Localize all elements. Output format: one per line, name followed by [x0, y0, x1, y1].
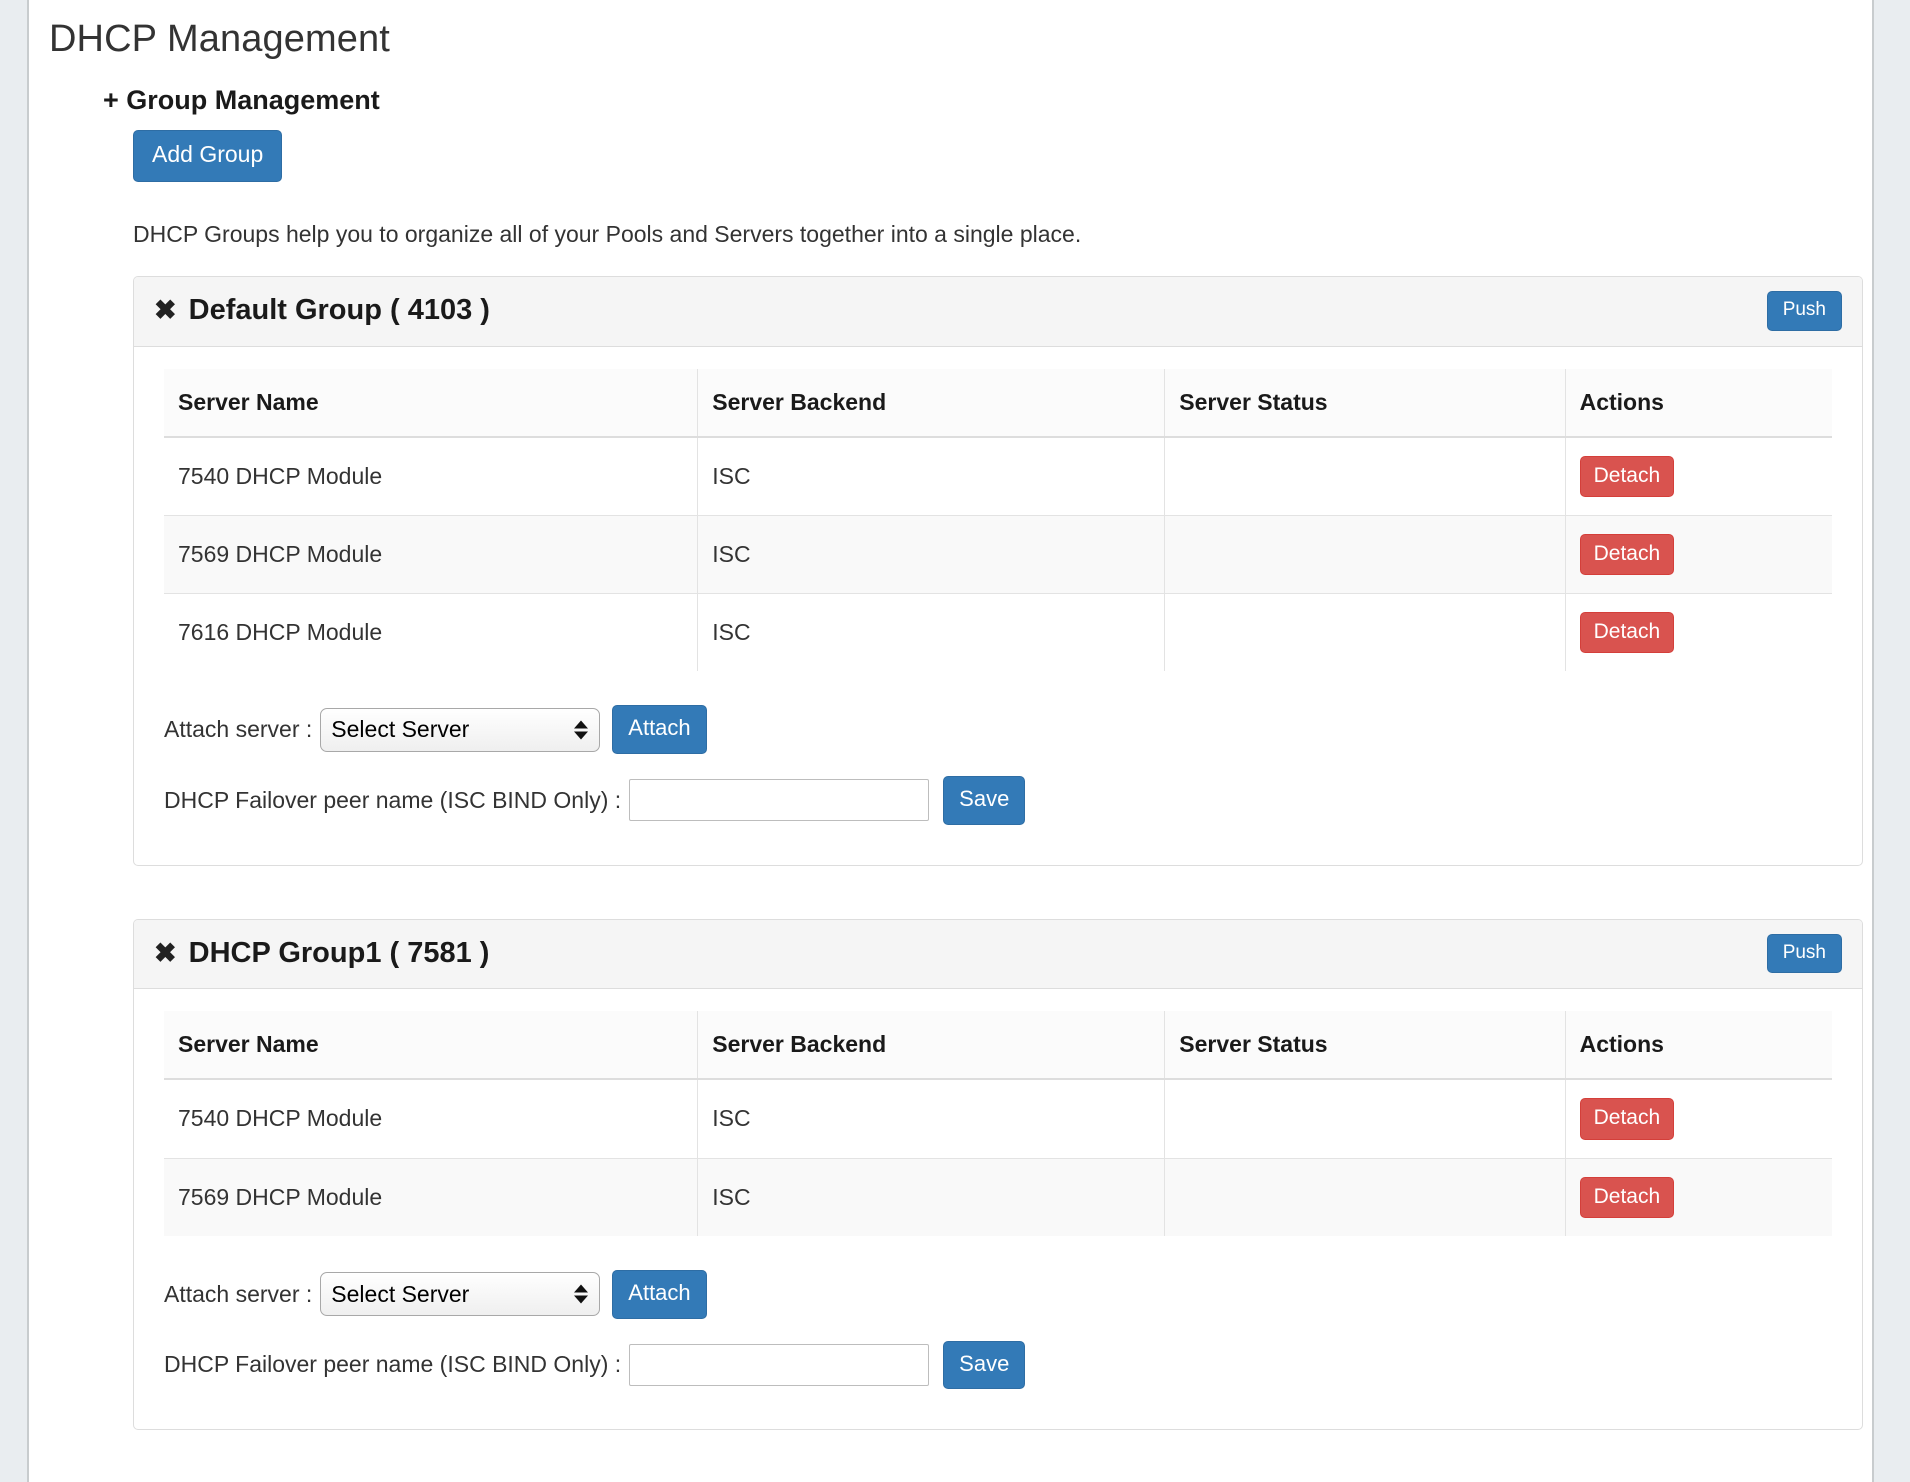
select-server-dropdown[interactable]: Select Server [320, 1272, 601, 1317]
table-row: 7540 DHCP Module ISC Detach [164, 436, 1832, 516]
table-row: 7569 DHCP Module ISC Detach [164, 514, 1832, 594]
cell-actions: Detach [1564, 1078, 1832, 1159]
cell-server-backend: ISC [697, 593, 1165, 672]
detach-button[interactable]: Detach [1579, 455, 1675, 497]
failover-peer-row: DHCP Failover peer name (ISC BIND Only) … [164, 1340, 1832, 1390]
right-rail [1872, 0, 1910, 1482]
column-server-backend: Server Backend [697, 368, 1165, 438]
table-header-row: Server Name Server Backend Server Status… [164, 368, 1832, 438]
intro-description: DHCP Groups help you to organize all of … [133, 220, 1082, 247]
cell-server-status [1164, 514, 1566, 594]
close-icon[interactable]: ✖ [154, 938, 177, 968]
cell-actions: Detach [1564, 593, 1832, 672]
table-row: 7616 DHCP Module ISC Detach [164, 593, 1832, 672]
cell-actions: Detach [1564, 436, 1832, 516]
select-server-dropdown[interactable]: Select Server [320, 707, 601, 752]
server-table: Server Name Server Backend Server Status… [164, 368, 1832, 672]
page-content: DHCP Management + Group Management Add G… [31, 0, 1870, 1482]
server-table: Server Name Server Backend Server Status… [164, 1011, 1832, 1236]
cell-server-name: 7569 DHCP Module [164, 514, 698, 594]
section-title-group-management: + Group Management [103, 85, 380, 115]
cell-actions: Detach [1564, 514, 1832, 594]
select-server-wrapper: Select Server [320, 707, 612, 752]
cell-server-status [1164, 1078, 1566, 1159]
group-title-text: DHCP Group1 ( 7581 ) [188, 937, 490, 969]
table-row: 7540 DHCP Module ISC Detach [164, 1078, 1832, 1159]
table-body: 7540 DHCP Module ISC Detach 7569 DHCP Mo… [164, 436, 1832, 672]
cell-server-status [1164, 1157, 1566, 1236]
attach-button[interactable]: Attach [612, 705, 707, 755]
detach-button[interactable]: Detach [1579, 1176, 1675, 1218]
attach-server-label: Attach server : [164, 1280, 313, 1307]
column-server-backend: Server Backend [697, 1011, 1165, 1081]
save-button[interactable]: Save [943, 1340, 1026, 1390]
group-title: ✖ Default Group ( 4103 ) [154, 294, 490, 327]
column-server-name: Server Name [164, 1011, 698, 1081]
table-head: Server Name Server Backend Server Status… [164, 368, 1832, 438]
group-panel-header: ✖ Default Group ( 4103 ) Push [134, 276, 1862, 347]
cell-server-backend: ISC [697, 1157, 1165, 1236]
page-title: DHCP Management [49, 18, 390, 60]
table-body: 7540 DHCP Module ISC Detach 7569 DHCP Mo… [164, 1078, 1832, 1236]
attach-server-label: Attach server : [164, 716, 313, 743]
group-panel-body: Server Name Server Backend Server Status… [134, 347, 1862, 865]
failover-peer-label: DHCP Failover peer name (ISC BIND Only) … [164, 1351, 622, 1378]
attach-server-row: Attach server : Select Server Attach [164, 705, 1832, 755]
group-panel-body: Server Name Server Backend Server Status… [134, 989, 1862, 1429]
push-button[interactable]: Push [1766, 290, 1842, 331]
group-title-text: Default Group ( 4103 ) [188, 294, 490, 327]
failover-peer-input[interactable] [629, 779, 930, 822]
add-group-button[interactable]: Add Group [133, 130, 283, 182]
column-actions: Actions [1564, 368, 1832, 438]
column-server-name: Server Name [164, 368, 698, 438]
cell-server-status [1164, 593, 1566, 672]
failover-peer-row: DHCP Failover peer name (ISC BIND Only) … [164, 776, 1832, 825]
column-actions: Actions [1564, 1011, 1832, 1081]
select-server-wrapper: Select Server [320, 1272, 612, 1317]
attach-server-row: Attach server : Select Server Attach [164, 1269, 1832, 1319]
group-panel-dhcp-group1: ✖ DHCP Group1 ( 7581 ) Push Server Name … [133, 918, 1863, 1431]
push-button[interactable]: Push [1766, 933, 1842, 974]
detach-button[interactable]: Detach [1579, 1098, 1675, 1140]
detach-button[interactable]: Detach [1579, 612, 1675, 654]
table-header-row: Server Name Server Backend Server Status… [164, 1011, 1832, 1081]
group-panel-default-group: ✖ Default Group ( 4103 ) Push Server Nam… [133, 275, 1863, 866]
cell-server-name: 7540 DHCP Module [164, 1078, 698, 1159]
table-row: 7569 DHCP Module ISC Detach [164, 1157, 1832, 1236]
failover-peer-input[interactable] [629, 1343, 930, 1386]
cell-server-status [1164, 436, 1566, 516]
group-title: ✖ DHCP Group1 ( 7581 ) [154, 937, 489, 970]
table-head: Server Name Server Backend Server Status… [164, 1011, 1832, 1081]
column-server-status: Server Status [1164, 368, 1566, 438]
group-panel-header: ✖ DHCP Group1 ( 7581 ) Push [134, 919, 1862, 990]
cell-server-backend: ISC [697, 514, 1165, 594]
cell-server-backend: ISC [697, 1078, 1165, 1159]
detach-button[interactable]: Detach [1579, 533, 1675, 576]
add-group-container: Add Group [31, 116, 1870, 182]
attach-button[interactable]: Attach [612, 1269, 707, 1319]
cell-actions: Detach [1564, 1157, 1832, 1236]
left-rail [0, 0, 29, 1482]
save-button[interactable]: Save [943, 776, 1026, 825]
failover-peer-label: DHCP Failover peer name (ISC BIND Only) … [164, 786, 622, 813]
cell-server-name: 7616 DHCP Module [164, 593, 698, 672]
cell-server-name: 7569 DHCP Module [164, 1157, 698, 1236]
cell-server-backend: ISC [697, 436, 1165, 516]
column-server-status: Server Status [1164, 1011, 1566, 1081]
cell-server-name: 7540 DHCP Module [164, 436, 698, 516]
close-icon[interactable]: ✖ [154, 295, 177, 326]
